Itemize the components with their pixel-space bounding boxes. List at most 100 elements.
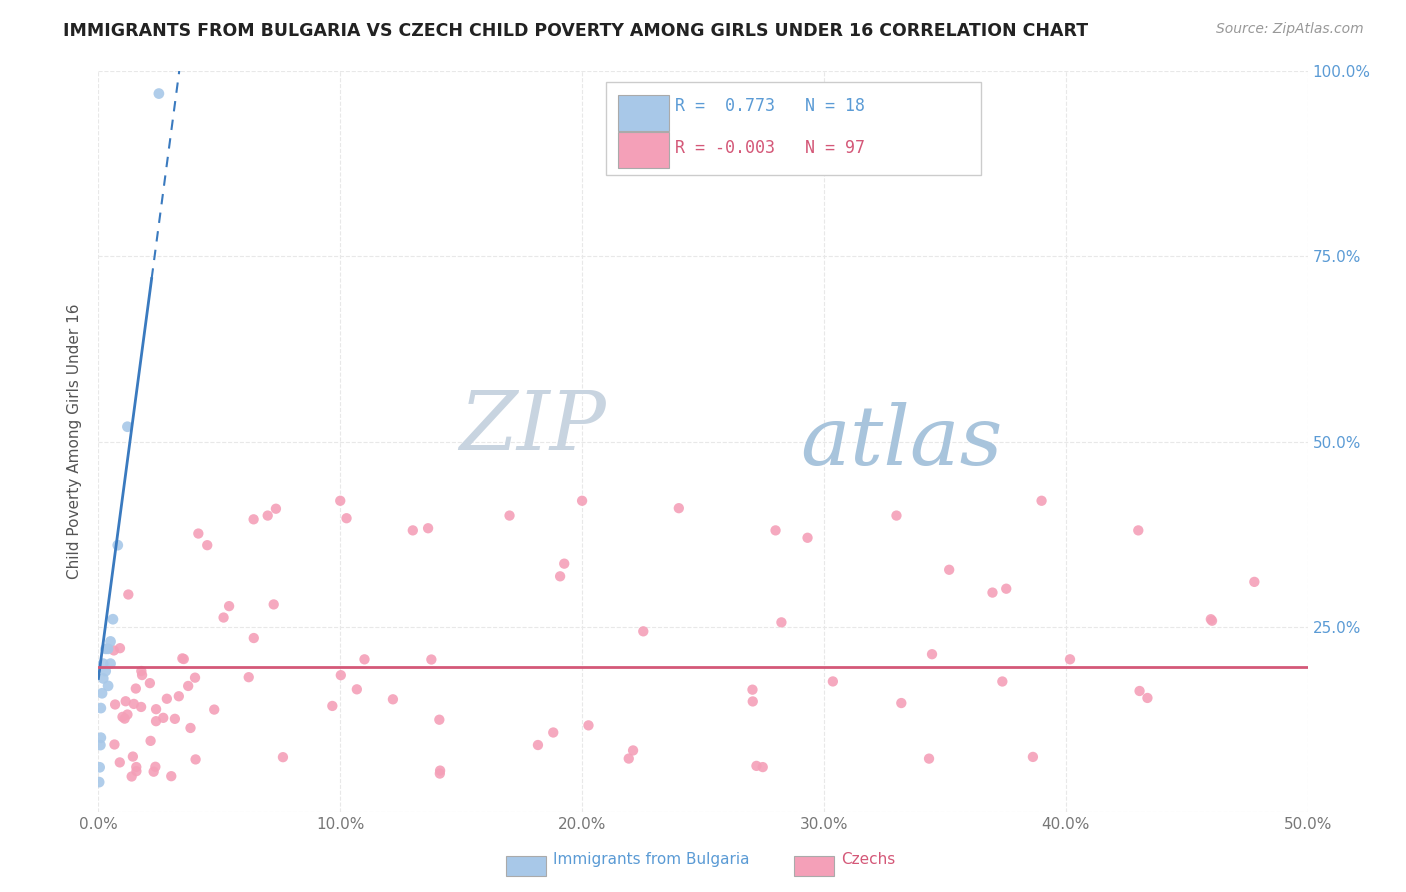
Point [1059,652,1081,666]
Point [1031,493,1053,508]
Point [156,691,179,706]
Point [256,508,278,523]
Point [741,694,763,708]
Point [103,738,125,752]
Point [108,756,131,770]
Point [242,631,264,645]
FancyBboxPatch shape [606,82,981,175]
Point [184,671,207,685]
Point [89,738,111,752]
Point [125,764,148,779]
Point [177,679,200,693]
Point [617,751,640,765]
Point [571,493,593,508]
Point [89,775,111,789]
Point [97,679,120,693]
Point [145,760,167,774]
Point [139,676,162,690]
Point [553,557,575,571]
Point [145,714,167,728]
Point [886,508,908,523]
Text: atlas: atlas [800,401,1002,482]
Point [129,700,152,714]
Point [202,702,225,716]
Point [107,538,129,552]
Point [160,769,183,783]
Point [1201,614,1223,628]
Point [179,721,201,735]
Point [90,731,112,745]
Point [238,670,260,684]
Text: Source: ZipAtlas.com: Source: ZipAtlas.com [1216,22,1364,37]
Point [91,686,114,700]
Point [1128,524,1150,538]
Point [1136,690,1159,705]
Point [321,698,343,713]
Point [152,711,174,725]
Point [117,707,139,722]
Point [212,610,235,624]
Point [131,668,153,682]
Point [91,657,114,671]
Point [145,702,167,716]
Point [668,501,690,516]
Point [765,524,787,538]
Point [142,764,165,779]
Point [416,521,439,535]
Point [100,634,122,648]
Point [427,713,450,727]
Point [938,563,960,577]
Point [402,524,425,538]
Point [101,612,124,626]
FancyBboxPatch shape [619,95,669,130]
Point [263,598,285,612]
Point [122,697,145,711]
Point [89,760,111,774]
Point [97,641,120,656]
Point [498,508,520,523]
Point [335,511,357,525]
Point [94,641,117,656]
Text: R =  0.773   N = 18: R = 0.773 N = 18 [675,97,865,115]
Text: R = -0.003   N = 97: R = -0.003 N = 97 [675,138,865,157]
Point [541,725,564,739]
Point [1243,574,1265,589]
Text: ZIP: ZIP [460,387,606,467]
Point [381,692,404,706]
Point [264,501,287,516]
Point [131,664,153,678]
Point [918,751,941,765]
Point [122,749,145,764]
Point [429,766,451,780]
Point [527,738,550,752]
Point [139,734,162,748]
Point [1199,612,1222,626]
FancyBboxPatch shape [619,132,669,168]
Point [163,712,186,726]
Point [125,681,148,696]
Point [991,674,1014,689]
Point [184,752,207,766]
Point [633,624,655,639]
Point [117,419,139,434]
Point [621,743,644,757]
Point [103,643,125,657]
Point [995,582,1018,596]
Point [821,674,844,689]
Point [167,690,190,704]
Point [242,512,264,526]
Point [770,615,793,630]
Point [108,641,131,656]
Point [117,587,139,601]
Point [1022,750,1045,764]
Point [91,672,114,686]
Point [981,585,1004,599]
Point [751,760,773,774]
Text: Immigrants from Bulgaria: Immigrants from Bulgaria [553,853,749,867]
Point [187,526,209,541]
Point [218,599,240,614]
Text: Czechs: Czechs [841,853,896,867]
Point [173,652,195,666]
Point [148,87,170,101]
Point [104,698,127,712]
